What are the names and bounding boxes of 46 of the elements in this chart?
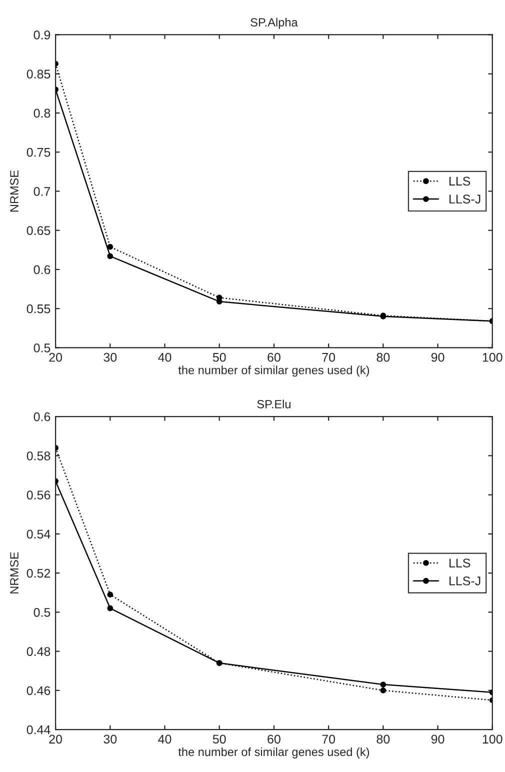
x-tick-label: 90 (431, 352, 444, 362)
legend-label: LLS (450, 558, 470, 568)
chart-title: SP.Alpha (250, 18, 298, 29)
y-tick-label: 0.7 (34, 187, 50, 196)
y-tick-label: 0.58 (26, 451, 50, 460)
x-tick-label: 80 (376, 352, 390, 362)
x-tick-label: 40 (158, 734, 172, 744)
y-axis-title: NRMSE (10, 170, 18, 212)
x-tick-label: 50 (212, 352, 226, 362)
y-tick-label: 0.55 (26, 304, 50, 314)
x-tick-label: 100 (482, 352, 502, 362)
x-tick-label: 40 (158, 352, 172, 362)
legend-label: LLS-J (450, 576, 480, 586)
x-tick-label: 60 (268, 734, 280, 744)
y-tick-label: 0.54 (26, 530, 50, 539)
y-tick-label: 0.46 (26, 686, 50, 696)
x-axis-title: the number of similar genes used (k) (178, 747, 370, 758)
y-tick-label: 0.65 (26, 226, 50, 235)
y-tick-label: 0.44 (26, 725, 50, 734)
legend-label: LLS (450, 176, 470, 186)
x-tick-label: 20 (49, 352, 62, 362)
y-tick-label: 0.75 (26, 148, 50, 157)
x-tick-label: 20 (49, 734, 62, 744)
legend-label: LLS-J (450, 194, 480, 204)
x-tick-label: 90 (431, 734, 444, 744)
x-tick-label: 80 (376, 734, 390, 744)
y-tick-label: 0.6 (34, 265, 50, 274)
y-tick-label: 0.5 (34, 344, 50, 352)
chart-title: SP.Elu (257, 400, 290, 408)
x-tick-label: 30 (104, 352, 117, 362)
x-tick-label: 100 (482, 734, 502, 744)
x-tick-label: 60 (268, 352, 280, 362)
y-tick-label: 0.5 (34, 608, 50, 617)
y-tick-label: 0.9 (34, 30, 50, 40)
y-tick-label: 0.56 (26, 490, 50, 500)
x-tick-label: 50 (212, 734, 226, 744)
x-axis-title: the number of similar genes used (k) (178, 366, 370, 377)
y-tick-label: 0.85 (26, 70, 50, 79)
y-tick-label: 0.8 (34, 108, 50, 118)
y-tick-label: 0.48 (26, 647, 50, 656)
y-axis-title: NRMSE (10, 552, 18, 594)
y-tick-label: 0.52 (26, 568, 50, 578)
x-tick-label: 70 (322, 352, 336, 362)
x-tick-label: 30 (104, 734, 117, 744)
x-tick-label: 70 (322, 734, 336, 744)
y-tick-label: 0.6 (34, 412, 50, 422)
